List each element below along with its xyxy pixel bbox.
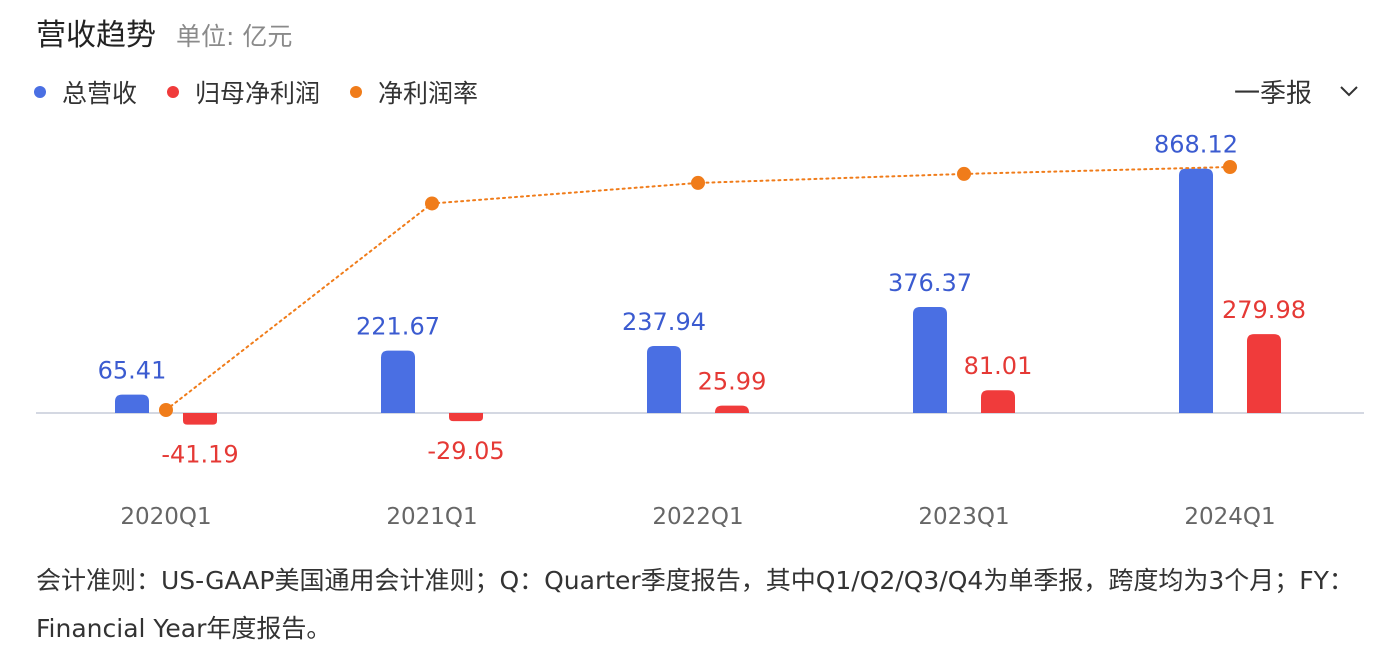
bar-net-profit[interactable] (183, 413, 217, 425)
bar-revenue[interactable] (381, 350, 415, 413)
x-tick-label: 2024Q1 (1184, 504, 1275, 530)
net-margin-point[interactable] (1223, 160, 1237, 174)
legend-label-net-profit: 归母净利润 (195, 79, 321, 108)
legend: 总营收 归母净利润 净利润率 (34, 74, 508, 110)
data-label-revenue: 221.67 (356, 313, 440, 341)
bar-net-profit[interactable] (449, 413, 483, 422)
period-select-label: 一季报 (1233, 78, 1312, 109)
legend-item-revenue[interactable]: 总营收 (34, 74, 137, 110)
legend-item-net-profit[interactable]: 归母净利润 (167, 74, 320, 110)
bar-revenue[interactable] (1179, 168, 1213, 413)
net-margin-point[interactable] (691, 175, 705, 190)
data-label-net-profit: 279.98 (1222, 296, 1306, 324)
chart-title: 营收趋势 (36, 18, 156, 53)
data-label-net-profit: 25.99 (698, 368, 767, 396)
data-label-net-profit: -41.19 (161, 441, 238, 469)
net-margin-point[interactable] (957, 166, 971, 181)
legend-label-net-margin: 净利润率 (378, 79, 479, 108)
legend-label-revenue: 总营收 (62, 79, 138, 108)
bar-net-profit[interactable] (715, 405, 749, 413)
x-tick-label: 2022Q1 (652, 504, 743, 530)
legend-item-net-margin[interactable]: 净利润率 (350, 74, 478, 110)
bar-revenue[interactable] (647, 346, 681, 413)
chart-header: 营收趋势 单位: 亿元 (36, 10, 292, 54)
x-tick-label: 2023Q1 (918, 504, 1009, 530)
x-tick-label: 2020Q1 (120, 504, 211, 530)
data-label-net-profit: -29.05 (427, 437, 504, 465)
legend-dot-net-profit (167, 86, 180, 98)
data-label-net-profit: 81.01 (964, 352, 1033, 380)
chevron-down-icon (1340, 86, 1358, 97)
chart-plot: 65.41 221.67 237.94 376.37 868.12 -41.19 -29.0… (36, 131, 1364, 530)
footnote: 会计准则：US-GAAP美国通用会计准则；Q：Quarter季度报告，其中Q1/… (36, 566, 1354, 643)
chart-unit: 单位: 亿元 (176, 22, 293, 51)
bar-net-profit[interactable] (981, 390, 1015, 413)
data-label-revenue: 65.41 (98, 357, 167, 385)
period-select[interactable]: 一季报 (1234, 72, 1360, 110)
net-margin-point[interactable] (425, 196, 439, 211)
net-margin-line (165, 166, 1231, 411)
x-tick-label: 2021Q1 (386, 504, 477, 530)
data-label-revenue: 376.37 (888, 269, 972, 297)
legend-dot-net-margin (350, 86, 363, 98)
bar-net-profit[interactable] (1247, 334, 1281, 413)
bar-revenue[interactable] (115, 394, 149, 413)
bar-revenue[interactable] (913, 307, 947, 413)
data-label-revenue: 237.94 (622, 308, 706, 336)
net-margin-point[interactable] (159, 403, 173, 417)
legend-dot-revenue (34, 86, 46, 98)
data-label-revenue: 868.12 (1154, 131, 1238, 159)
